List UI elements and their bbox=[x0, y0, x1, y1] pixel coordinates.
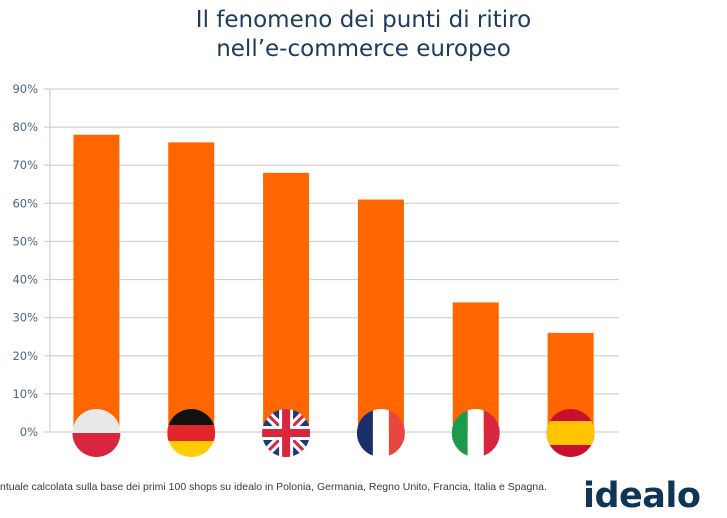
gridlines bbox=[44, 88, 619, 433]
y-tick-label: 50% bbox=[12, 234, 38, 248]
bar-francia bbox=[357, 199, 404, 432]
bar-polonia bbox=[73, 134, 120, 432]
flag-italy-icon bbox=[451, 409, 500, 457]
bar-germania bbox=[168, 142, 215, 432]
bar-regno-unito bbox=[263, 172, 310, 432]
flag-poland-icon bbox=[72, 409, 121, 457]
idealo-logo: idealo bbox=[583, 476, 701, 516]
flag-uk-icon bbox=[262, 409, 311, 457]
flag-spain-icon bbox=[546, 409, 595, 457]
y-tick-label: 90% bbox=[12, 82, 38, 96]
y-tick-label: 0% bbox=[20, 425, 38, 439]
y-tick-label: 40% bbox=[12, 273, 38, 287]
bars bbox=[73, 134, 594, 432]
y-tick-label: 10% bbox=[12, 387, 38, 401]
chart-title-line-1: Il fenomeno dei punti di ritiro bbox=[195, 7, 532, 33]
flag-germany-icon bbox=[167, 409, 216, 457]
bar-chart: 0% 10% 20% 30% 40% 50% 60% 70% 80% 90% bbox=[12, 82, 619, 457]
y-tick-label: 80% bbox=[12, 120, 38, 134]
footnote: ntuale calcolata sulla base dei primi 10… bbox=[0, 481, 547, 493]
chart-title: Il fenomeno dei punti di ritiro nell’e-c… bbox=[0, 6, 727, 64]
country-flags bbox=[72, 409, 595, 457]
flag-france-icon bbox=[356, 409, 405, 457]
chart-title-line-2: nell’e-commerce europeo bbox=[216, 36, 511, 62]
y-tick-label: 20% bbox=[12, 349, 38, 363]
y-tick-label: 30% bbox=[12, 311, 38, 325]
y-tick-label: 60% bbox=[12, 196, 38, 210]
y-axis-ticks: 0% 10% 20% 30% 40% 50% 60% 70% 80% 90% bbox=[12, 82, 38, 439]
y-tick-label: 70% bbox=[12, 158, 38, 172]
